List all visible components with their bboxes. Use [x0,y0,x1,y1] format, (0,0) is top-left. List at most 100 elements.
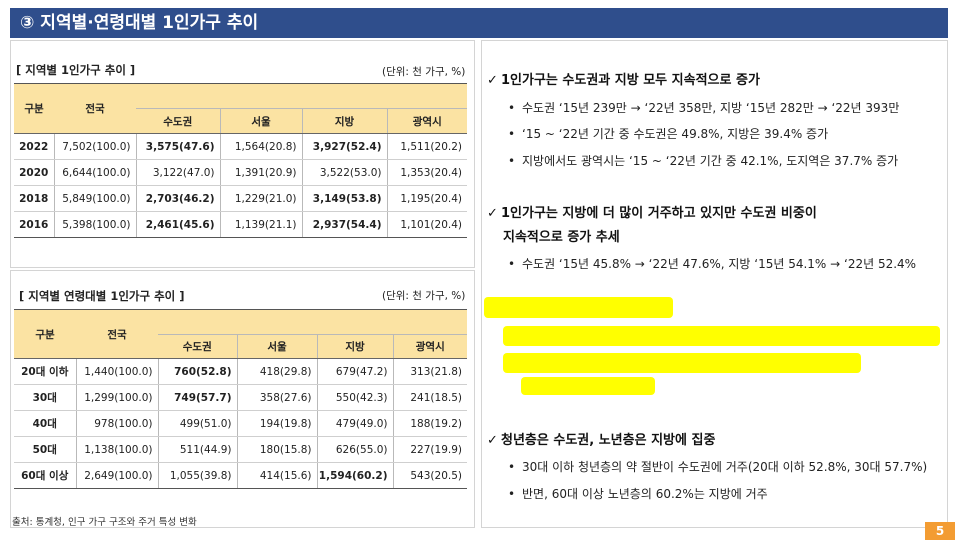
cell-total: 1,440(100.0) [75,358,158,385]
cell-capital: 3,575(47.6) [135,133,220,160]
regional-trend-table: 구분 전국 수도권 서울 지방 광역시 2022 7,502(100.0) 3,… [14,83,467,238]
bullet-3-text: 청년층은 수도권, 노년층은 지방에 집중 [501,433,716,448]
sub-text: 수도권 ‘15년 239만 → ‘22년 358만, 지방 ‘15년 282만 … [522,101,900,115]
sub-text: 30대 이하 청년층의 약 절반이 수도권에 거주(20대 이하 52.8%, … [522,460,928,474]
table1-title: [ 지역별 1인가구 추이 ] [16,63,136,77]
col-header-metro: 광역시 [392,334,467,359]
cell-metro: 1,353(20.4) [386,159,467,186]
cell-seoul: 358(27.6) [236,384,317,411]
cell-metro: 313(21.8) [392,358,467,385]
cell-capital: 760(52.8) [157,358,237,385]
row-label: 2022 [14,133,54,160]
bullet-2-heading: ✓ 1인가구는 지방에 더 많이 거주하고 있지만 수도권 비중이 [487,202,817,221]
cell-provinces: 1,594(60.2) [316,462,393,489]
row-label: 30대 [14,384,76,411]
cell-total: 1,138(100.0) [75,436,158,463]
cell-capital: 749(57.7) [157,384,237,411]
bullet-dot-icon: • [508,101,516,115]
check-icon: ✓ [487,73,498,88]
section-header: ③ 지역별·연령대별 1인가구 추이 [10,8,948,38]
cell-total: 2,649(100.0) [75,462,158,489]
table-row: 40대 978(100.0) 499(51.0) 194(19.8) 479(4… [14,410,467,437]
table-row: 60대 이상 2,649(100.0) 1,055(39.8) 414(15.6… [14,462,467,489]
row-label: 40대 [14,410,76,437]
cell-metro: 241(18.5) [392,384,467,411]
col-header-group: 구분 [14,83,54,134]
col-header-metro: 광역시 [386,108,467,134]
table-row: 2020 6,644(100.0) 3,122(47.0) 1,391(20.9… [14,159,467,186]
cell-provinces: 479(49.0) [316,410,393,437]
cell-total: 5,849(100.0) [53,185,136,212]
highlight-block [503,326,940,346]
highlight-block [521,377,655,395]
sub-text: 반면, 60대 이상 노년층의 60.2%는 지방에 거주 [522,487,768,501]
section-title: ③ 지역별·연령대별 1인가구 추이 [20,13,259,33]
row-label: 20대 이하 [14,358,76,385]
table2-title: [ 지역별 연령대별 1인가구 추이 ] [19,289,185,303]
bullet-dot-icon: • [508,154,516,168]
cell-total: 6,644(100.0) [53,159,136,186]
bullet-dot-icon: • [508,460,516,474]
cell-total: 978(100.0) [75,410,158,437]
bullet-3-sub-2: • 반면, 60대 이상 노년층의 60.2%는 지방에 거주 [508,485,768,502]
table-row: 50대 1,138(100.0) 511(44.9) 180(15.8) 626… [14,436,467,463]
cell-seoul: 1,564(20.8) [219,133,302,160]
table-row: 2022 7,502(100.0) 3,575(47.6) 1,564(20.8… [14,133,467,160]
cell-seoul: 414(15.6) [236,462,317,489]
check-icon: ✓ [487,206,498,221]
table-row: 30대 1,299(100.0) 749(57.7) 358(27.6) 550… [14,384,467,411]
bullet-3-heading: ✓ 청년층은 수도권, 노년층은 지방에 집중 [487,429,715,448]
cell-total: 1,299(100.0) [75,384,158,411]
bullet-dot-icon: • [508,127,516,141]
cell-seoul: 1,229(21.0) [219,185,302,212]
col-header-band [158,309,467,335]
row-label: 2016 [14,211,54,238]
cell-total: 5,398(100.0) [53,211,136,238]
bullet-1-heading: ✓ 1인가구는 수도권과 지방 모두 지속적으로 증가 [487,69,760,88]
row-label: 2020 [14,159,54,186]
bullet-1-sub-1: • 수도권 ‘15년 239만 → ‘22년 358만, 지방 ‘15년 282만… [508,99,899,116]
table-row: 20대 이하 1,440(100.0) 760(52.8) 418(29.8) … [14,358,467,385]
bullet-1-sub-3: • 지방에서도 광역시는 ‘15 ~ ‘22년 기간 중 42.1%, 도지역은 … [508,152,898,169]
cell-capital: 499(51.0) [157,410,237,437]
cell-seoul: 1,391(20.9) [219,159,302,186]
col-header-total: 전국 [54,83,136,134]
col-header-seoul: 서울 [219,108,302,134]
col-header-seoul: 서울 [236,334,317,359]
sub-text: 지방에서도 광역시는 ‘15 ~ ‘22년 기간 중 42.1%, 도지역은 3… [522,154,899,168]
table2-unit: (단위: 천 가구, %) [382,290,466,302]
cell-metro: 1,511(20.2) [386,133,467,160]
cell-capital: 3,122(47.0) [135,159,220,186]
bullet-3-sub-1: • 30대 이하 청년층의 약 절반이 수도권에 거주(20대 이하 52.8%,… [508,458,927,475]
bullet-1-sub-2: • ‘15 ~ ‘22년 기간 중 수도권은 49.8%, 지방은 39.4% 증… [508,125,828,142]
bullet-1-text: 1인가구는 수도권과 지방 모두 지속적으로 증가 [501,73,760,88]
cell-metro: 227(19.9) [392,436,467,463]
cell-metro: 188(19.2) [392,410,467,437]
page-number: 5 [925,522,955,540]
cell-capital: 1,055(39.8) [157,462,237,489]
row-label: 50대 [14,436,76,463]
cell-seoul: 194(19.8) [236,410,317,437]
cell-provinces: 3,149(53.8) [301,185,387,212]
cell-provinces: 3,927(52.4) [301,133,387,160]
table-row: 2018 5,849(100.0) 2,703(46.2) 1,229(21.0… [14,185,467,212]
col-header-capital: 수도권 [158,334,237,359]
col-header-provinces: 지방 [316,334,393,359]
row-label: 2018 [14,185,54,212]
col-header-total: 전국 [76,309,158,359]
bullet-2-heading-cont: 지속적으로 증가 추세 [503,230,620,245]
col-header-band [136,83,467,109]
cell-capital: 2,703(46.2) [135,185,220,212]
cell-capital: 2,461(45.6) [135,211,220,238]
summary-panel [481,40,948,528]
bullet-dot-icon: • [508,487,516,501]
cell-capital: 511(44.9) [157,436,237,463]
sub-text: 수도권 ‘15년 45.8% → ‘22년 47.6%, 지방 ‘15년 54.… [522,257,917,271]
cell-provinces: 2,937(54.4) [301,211,387,238]
col-header-group: 구분 [14,309,76,359]
cell-seoul: 1,139(21.1) [219,211,302,238]
age-region-table: 구분 전국 수도권 서울 지방 광역시 20대 이하 1,440(100.0) … [14,309,467,489]
cell-total: 7,502(100.0) [53,133,136,160]
bullet-2-sub-1: • 수도권 ‘15년 45.8% → ‘22년 47.6%, 지방 ‘15년 54… [508,255,916,272]
cell-provinces: 626(55.0) [316,436,393,463]
